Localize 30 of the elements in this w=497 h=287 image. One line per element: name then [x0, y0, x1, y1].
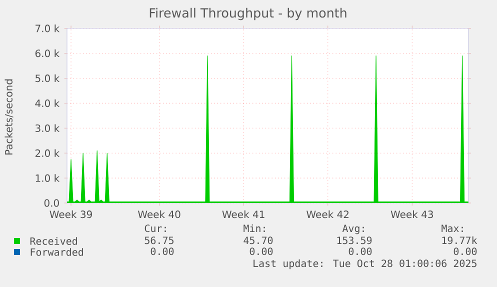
text: 56.75	[144, 236, 174, 244]
text: Cur:	[144, 224, 166, 232]
x-tick-label: Week 43	[390, 210, 433, 218]
y-tick-label: 3.0 k	[36, 124, 60, 132]
text: Avg:	[342, 224, 364, 234]
text: 0.00	[150, 248, 174, 256]
text: 45.70	[244, 236, 273, 244]
chart-title: Firewall Throughput - by month	[150, 8, 346, 20]
y-tick-label: 6.0 k	[35, 49, 60, 58]
y-tick-label: 1.0 k	[36, 174, 60, 182]
text: Min:	[244, 224, 265, 232]
legend-label: Forwarded	[30, 248, 83, 256]
text: Last update: Tue Oct 28 01:00:06 2025	[254, 259, 476, 270]
text: 0.00	[250, 248, 273, 256]
y-tick-label: 4.0 k	[35, 99, 60, 108]
x-tick-label: Week 42	[306, 210, 348, 218]
y-tick-label: 0.0	[44, 199, 59, 207]
text: 0.00	[454, 248, 477, 256]
text: Max:	[442, 224, 463, 232]
y-tick-label: 2.0 k	[35, 149, 60, 157]
y-axis-title: Packets/second	[4, 79, 14, 154]
text: 0.00	[348, 248, 372, 256]
x-tick-label: Week 41	[222, 210, 264, 218]
x-tick-label: Week 39	[50, 210, 92, 218]
text: 19.77k	[442, 236, 478, 244]
y-tick-label: 7.0 k	[36, 24, 60, 32]
legend-label: Received	[30, 237, 77, 245]
y-tick-label: 5.0 k	[36, 74, 60, 82]
x-tick-label: Week 40	[138, 210, 180, 218]
text: 153.59	[337, 236, 372, 244]
